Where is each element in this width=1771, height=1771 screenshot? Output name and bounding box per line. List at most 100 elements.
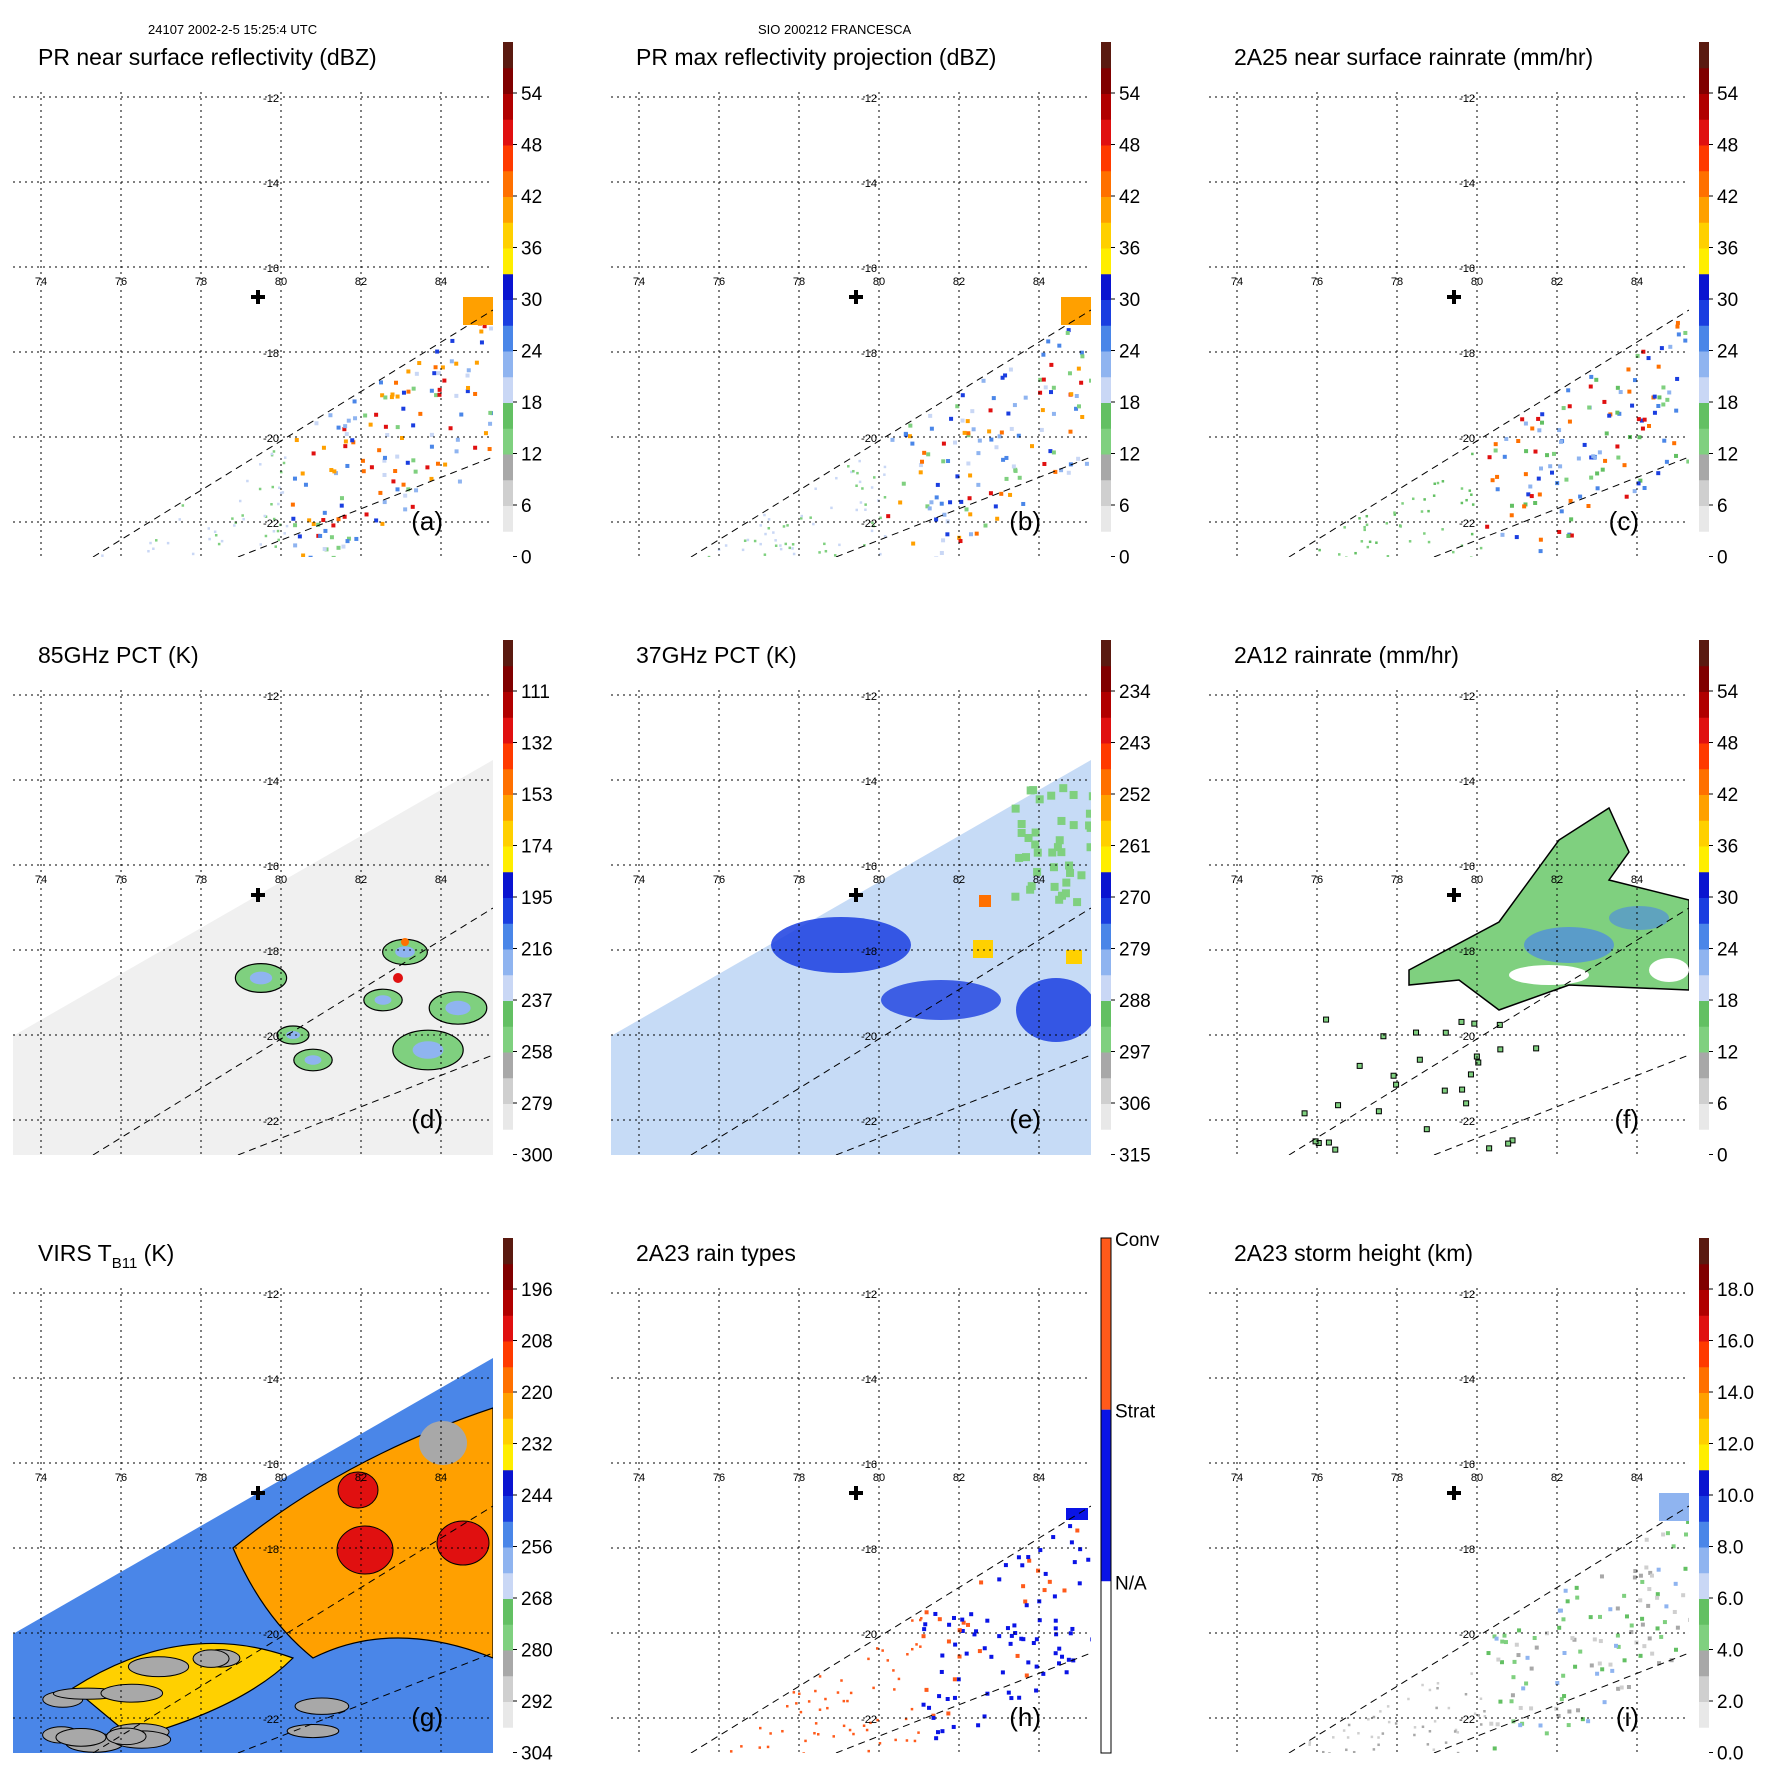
echo-pixel [976,1723,981,1728]
echo-pixel [1662,1620,1667,1625]
rain-pixel [1459,1086,1466,1093]
warm-region [419,1421,467,1465]
colorbar-label: 268 [521,1589,553,1610]
echo-pixel [767,526,771,530]
colorbar: Conv Strat N/A [1100,1230,1160,1754]
echo-pixel [448,426,453,431]
echo-pixel [1616,455,1621,460]
echo-pixel [1370,1735,1374,1739]
lon-label: 76 [713,1472,725,1484]
echo-pixel [1421,1725,1425,1729]
echo-pixel [342,514,347,519]
echo-pixel [1454,1728,1458,1732]
echo-pixel [859,501,863,504]
echo-pixel [1496,1657,1501,1662]
echo-pixel [1070,1626,1075,1631]
echo-core [249,971,273,985]
echo-pixel [1655,1626,1660,1631]
echo-pixel [1661,1532,1666,1537]
colorbar-bin [503,1238,513,1265]
echo-pixel [1027,1558,1032,1563]
map-content [13,1288,493,1753]
echo-pixel [939,550,944,555]
echo-pixel [1520,417,1525,422]
echo-pixel [413,469,418,474]
colorbar-bin [503,1052,513,1079]
echo-pixel [473,445,478,450]
echo-pixel [1016,433,1021,438]
colorbar-bin [1101,820,1111,847]
panel-title: 2A25 near surface rainrate (mm/hr) [1234,44,1593,70]
echo-pixel [966,1622,971,1627]
echo-pixel [1522,504,1527,509]
colorbar-bin [503,1315,513,1342]
echo-pixel [435,461,440,466]
lon-label: 76 [1311,276,1323,288]
echo-pixel [1494,1636,1499,1641]
rain-pixel [1380,1033,1387,1040]
echo-pixel [1017,475,1022,480]
echo-pixel [1570,1636,1575,1641]
lat-label: -20 [263,1031,279,1043]
echo-pixel [809,516,812,519]
echo-pixel [1533,500,1538,505]
echo-pixel [876,1718,879,1722]
colorbar-label: 304 [521,1744,553,1765]
echo-pixel [155,539,158,542]
echo-pixel [1524,1681,1529,1686]
map-content [611,1288,1091,1753]
lat-label: -18 [1459,1544,1475,1556]
lon-label: 80 [275,874,287,886]
echo-pixel [368,422,373,427]
echo-pixel [1067,371,1072,376]
echo-pixel [924,1687,929,1692]
echo-pixel [1034,1688,1039,1693]
rain-pixel [1356,1062,1363,1069]
echo-pixel [1035,795,1044,804]
colorbar-bin [503,119,513,146]
colorbar: 54 48 42 36 30 24 18 12 6 0 [1101,42,1141,569]
echo-peak [393,973,403,983]
colorbar-label: 16.0 [1717,1332,1754,1353]
echo-pixel [1444,1741,1448,1744]
colorbar-bin [503,640,513,667]
echo-pixel [923,1622,928,1627]
echo-pixel [792,1691,796,1694]
echo-pixel [214,533,218,537]
echo-pixel [1049,362,1054,367]
echo-pixel [1656,1567,1661,1572]
echo-pixel [1436,1686,1439,1690]
lat-label: -20 [263,433,279,445]
colorbar-bin [1101,794,1111,821]
echo-pixel [1557,428,1562,433]
colorbar-label: 6 [521,496,532,517]
swath-edge [92,309,493,557]
lon-label: 84 [435,874,447,886]
lat-label: -18 [861,1544,877,1556]
lon-label: 78 [793,874,805,886]
lat-label: -16 [263,263,279,275]
echo-pixel [1624,1614,1629,1619]
echo-pixel [1587,405,1592,410]
lat-label: -18 [263,348,279,360]
colorbar-bin [1699,820,1709,847]
colorbar-bin [503,1701,513,1728]
colorbar-label: 258 [521,1043,553,1064]
echo-pixel [1057,343,1062,348]
lon-label: 74 [633,874,645,886]
lat-label: -14 [1459,1374,1475,1386]
echo-pixel [1502,1633,1507,1638]
echo-pixel [1540,420,1545,425]
colorbar-bin [1699,145,1709,172]
echo-pixel [1566,388,1571,393]
lon-label: 82 [1551,1472,1563,1484]
echo-pixel [813,1731,816,1735]
echo-pixel [1629,1623,1634,1628]
echo-pixel [960,1617,965,1622]
colorbar-label: Conv [1115,1230,1160,1251]
echo-pixel [994,445,999,450]
echo-pixel [1566,533,1571,538]
panel-title: 37GHz PCT (K) [636,642,797,668]
echo-pixel [217,542,221,546]
lon-label: 74 [35,1472,47,1484]
